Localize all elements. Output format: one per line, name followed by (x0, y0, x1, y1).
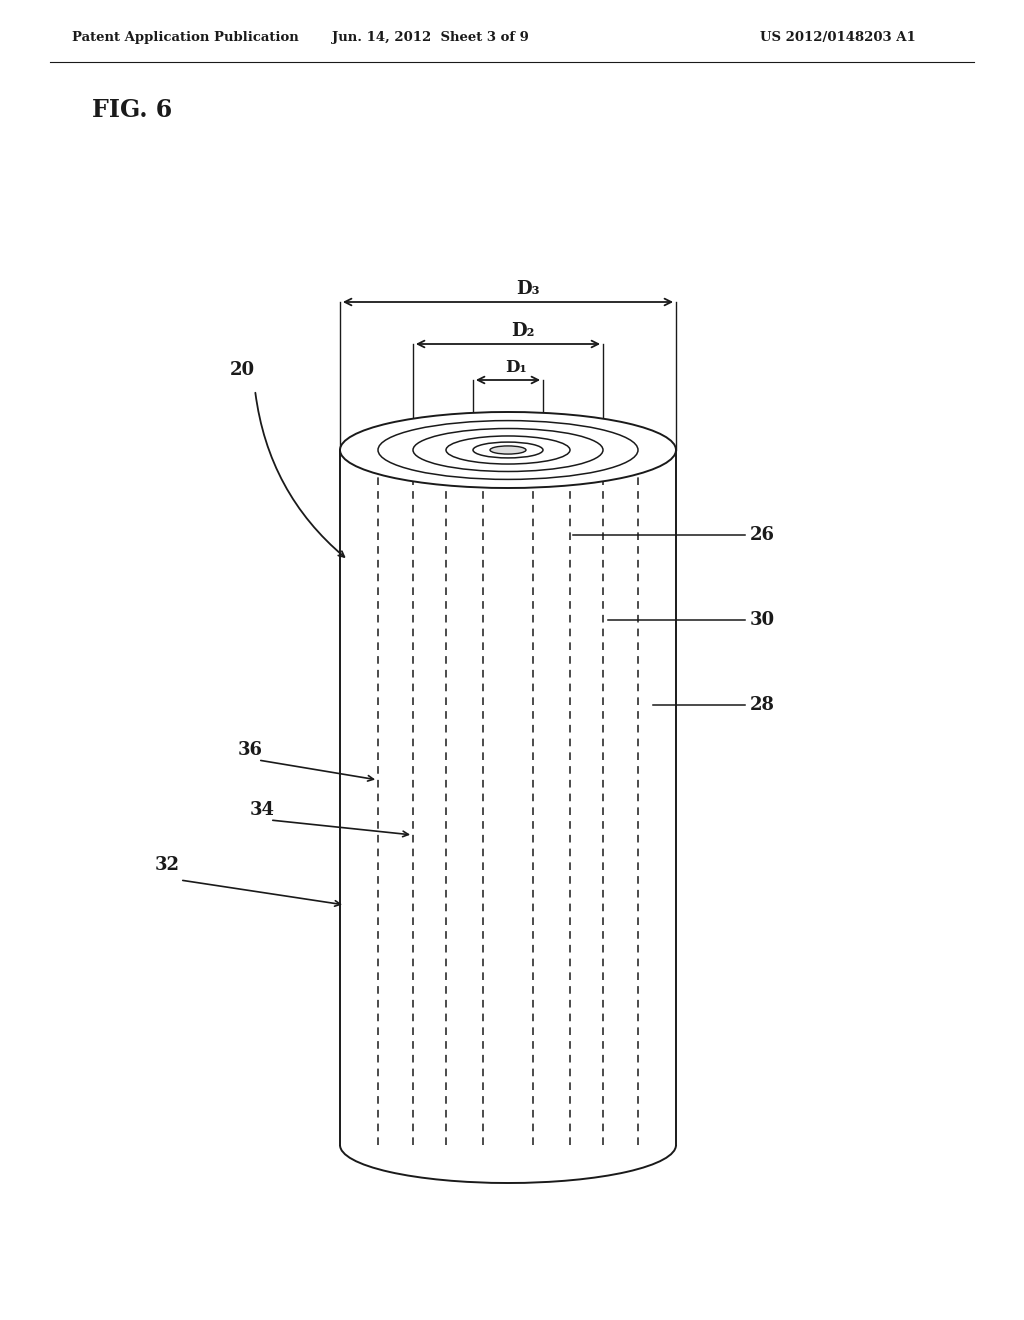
Text: D₂: D₂ (511, 322, 535, 341)
Text: Patent Application Publication: Patent Application Publication (72, 32, 299, 45)
Ellipse shape (490, 446, 526, 454)
Text: 30: 30 (750, 611, 775, 630)
Text: US 2012/0148203 A1: US 2012/0148203 A1 (760, 32, 915, 45)
Text: 20: 20 (230, 360, 255, 379)
Text: D₃: D₃ (516, 280, 540, 298)
Text: 32: 32 (155, 855, 180, 874)
Text: FIG. 6: FIG. 6 (92, 98, 172, 121)
Text: 26: 26 (750, 525, 775, 544)
Text: D₁: D₁ (505, 359, 527, 376)
Text: 36: 36 (238, 741, 263, 759)
Text: 34: 34 (250, 801, 275, 818)
Text: 28: 28 (750, 696, 775, 714)
Ellipse shape (340, 412, 676, 488)
Text: Jun. 14, 2012  Sheet 3 of 9: Jun. 14, 2012 Sheet 3 of 9 (332, 32, 528, 45)
